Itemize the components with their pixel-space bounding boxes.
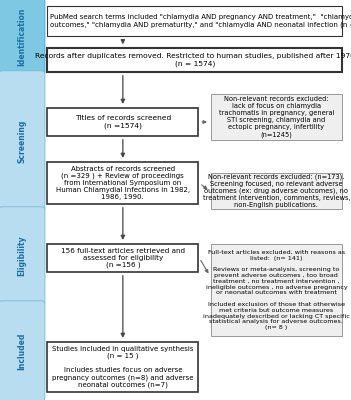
Text: Non-relevant records excluded: (n=173).
Screening focused, no relevant adverse
o: Non-relevant records excluded: (n=173). …: [203, 173, 350, 208]
FancyBboxPatch shape: [47, 244, 198, 272]
FancyBboxPatch shape: [47, 342, 198, 392]
FancyBboxPatch shape: [47, 162, 198, 204]
FancyBboxPatch shape: [47, 6, 342, 36]
Text: Full-text articles excluded, with reasons as
listed:  (n= 141)

Reviews or meta-: Full-text articles excluded, with reason…: [203, 250, 350, 330]
FancyBboxPatch shape: [211, 94, 342, 140]
Text: Screening: Screening: [17, 119, 26, 163]
FancyBboxPatch shape: [47, 108, 198, 136]
FancyBboxPatch shape: [0, 0, 45, 75]
Text: Identification: Identification: [17, 8, 26, 66]
FancyBboxPatch shape: [211, 244, 342, 336]
FancyBboxPatch shape: [0, 207, 45, 305]
Text: Abstracts of records screened
(n =329 ) + Review of proceedings
from Internation: Abstracts of records screened (n =329 ) …: [56, 166, 190, 200]
Text: Eligibility: Eligibility: [17, 236, 26, 276]
FancyBboxPatch shape: [0, 71, 45, 211]
Text: Included: Included: [17, 332, 26, 370]
Text: PubMed search terms included "chlamydia AND pregnancy AND treatment,"  "chlamydi: PubMed search terms included "chlamydia …: [50, 14, 351, 28]
Text: Titles of records screened
(n =1574): Titles of records screened (n =1574): [75, 115, 171, 129]
FancyBboxPatch shape: [47, 48, 342, 72]
Text: Non-relevant records excluded:
lack of focus on chlamydia
trachomatis in pregnan: Non-relevant records excluded: lack of f…: [219, 96, 334, 138]
Text: Records after duplicates removed. Restricted to human studies, published after 1: Records after duplicates removed. Restri…: [35, 53, 351, 67]
Text: Studies included in qualitative synthesis
(n = 15 )

Includes studies focus on a: Studies included in qualitative synthesi…: [52, 346, 194, 388]
Text: 156 full-text articles retrieved and
assessed for eligibility
(n =156 ): 156 full-text articles retrieved and ass…: [61, 248, 185, 268]
FancyBboxPatch shape: [0, 301, 45, 400]
FancyBboxPatch shape: [211, 173, 342, 209]
